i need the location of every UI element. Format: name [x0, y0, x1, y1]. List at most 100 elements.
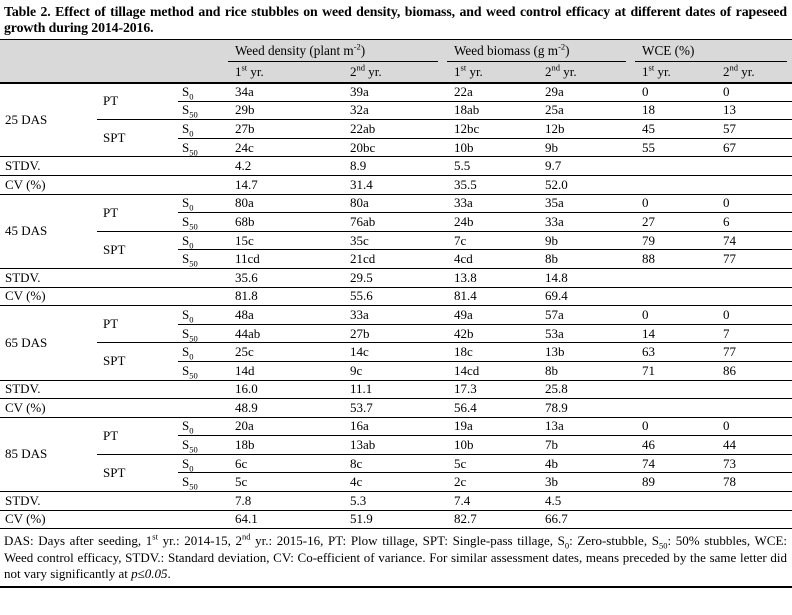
stubble-cell: S0	[178, 305, 228, 325]
value-cell: 6	[716, 212, 792, 232]
stdv-value: 13.8	[447, 268, 539, 288]
year-header-row: 1st yr. 2nd yr. 1st yr. 2nd yr. 1st yr. …	[0, 61, 792, 84]
value-cell: 77	[716, 249, 792, 269]
stubble-cell: S50	[178, 435, 228, 455]
col-header-density-yr2: 2nd yr.	[343, 61, 448, 84]
stubble-cell: S50	[178, 472, 228, 493]
value-cell: 6c	[228, 454, 343, 474]
value-cell: 5c	[447, 454, 539, 474]
value-cell: 33a	[538, 212, 636, 232]
tillage-cell: PT	[97, 194, 178, 232]
stdv-row: STDV. 35.6 29.5 13.8 14.8	[0, 268, 792, 288]
value-cell: 18	[635, 101, 717, 121]
cv-value: 52.0	[538, 175, 636, 195]
value-cell: 18c	[447, 342, 539, 362]
tillage-cell: PT	[97, 417, 178, 455]
value-cell: 53a	[538, 324, 636, 344]
treatment-row: 65 DAS PT S0 48a 33a 49a 57a 0 0	[0, 305, 792, 381]
cv-label: CV (%)	[0, 398, 228, 418]
value-cell: 80a	[228, 194, 343, 214]
value-cell: 18ab	[447, 101, 539, 121]
value-cell: 7b	[538, 435, 636, 455]
data-table: Weed density (plant m-2) Weed biomass (g…	[0, 39, 792, 530]
value-cell: 0	[635, 305, 717, 325]
value-cell: 7	[716, 324, 792, 344]
treatment-row: SPT S0 15c 35c 7c 9b 79 74	[0, 231, 792, 269]
value-cell: 18b	[228, 435, 343, 455]
value-cell: 44ab	[228, 324, 343, 344]
empty-cell	[716, 175, 792, 195]
value-cell: 0	[716, 417, 792, 437]
empty-cell	[635, 380, 717, 400]
value-cell: 0	[716, 82, 792, 102]
cv-label: CV (%)	[0, 175, 228, 195]
value-cell: 27	[635, 212, 717, 232]
header-spacer	[0, 61, 228, 84]
value-cell: 0	[635, 194, 717, 214]
empty-cell	[716, 268, 792, 288]
stdv-value: 7.4	[447, 491, 539, 511]
cv-value: 51.9	[343, 510, 448, 530]
value-cell: 13	[716, 101, 792, 121]
cv-row: CV (%) 14.7 31.4 35.5 52.0	[0, 175, 792, 195]
stubble-cell: S0	[178, 231, 228, 251]
value-cell: 44	[716, 435, 792, 455]
value-cell: 86	[716, 361, 792, 381]
value-cell: 25a	[538, 101, 636, 121]
cv-row: CV (%) 81.8 55.6 81.4 69.4	[0, 287, 792, 307]
tillage-cell: PT	[97, 305, 178, 344]
table-body: 25 DAS PT S0 34a 39a 22a 29a 0 0 S50 29b 32a 18ab 25a…	[0, 82, 792, 530]
cv-value: 66.7	[538, 510, 636, 530]
value-cell: 27b	[343, 324, 448, 344]
empty-cell	[716, 398, 792, 418]
empty-cell	[635, 268, 717, 288]
value-cell: 16a	[343, 417, 448, 437]
value-cell: 33a	[447, 194, 539, 214]
stubble-cell: S50	[178, 101, 228, 121]
value-cell: 10b	[447, 138, 539, 158]
col-group-wce: WCE (%)	[635, 39, 792, 62]
value-cell: 24b	[447, 212, 539, 232]
tillage-cell: SPT	[97, 119, 178, 158]
value-cell: 35a	[538, 194, 636, 214]
stdv-row: STDV. 16.0 11.1 17.3 25.8	[0, 380, 792, 400]
value-cell: 71	[635, 361, 717, 381]
value-cell: 74	[716, 231, 792, 251]
value-cell: 57	[716, 119, 792, 139]
value-cell: 77	[716, 342, 792, 362]
value-cell: 76ab	[343, 212, 448, 232]
value-cell: 9b	[538, 138, 636, 158]
stdv-value: 5.5	[447, 156, 539, 176]
value-cell: 34a	[228, 82, 343, 102]
tillage-cell: SPT	[97, 231, 178, 269]
treatment-row: SPT S0 27b 22ab 12bc 12b 45 57	[0, 119, 792, 158]
value-cell: 10b	[447, 435, 539, 455]
stdv-value: 11.1	[343, 380, 448, 400]
treatment-row: S50 44ab 27b 42b 53a 14 7	[0, 324, 792, 344]
cv-value: 56.4	[447, 398, 539, 418]
col-group-weed-biomass: Weed biomass (g m-2)	[447, 39, 636, 62]
value-cell: 15c	[228, 231, 343, 251]
stubble-cell: S50	[178, 138, 228, 158]
value-cell: 5c	[228, 472, 343, 493]
value-cell: 27b	[228, 119, 343, 139]
empty-cell	[635, 156, 717, 176]
cv-value: 64.1	[228, 510, 343, 530]
value-cell: 73	[716, 454, 792, 474]
value-cell: 0	[635, 82, 717, 102]
stubble-cell: S0	[178, 119, 228, 139]
col-header-biomass-yr2: 2nd yr.	[538, 61, 636, 84]
footnote-text: DAS: Days after seeding, 1st yr.: 2014-1…	[4, 531, 788, 582]
stdv-value: 8.9	[343, 156, 448, 176]
cv-value: 69.4	[538, 287, 636, 307]
stdv-label: STDV.	[0, 380, 228, 400]
stdv-row: STDV. 7.8 5.3 7.4 4.5	[0, 491, 792, 511]
stdv-row: STDV. 4.2 8.9 5.5 9.7	[0, 156, 792, 176]
empty-cell	[635, 175, 717, 195]
treatment-row: 25 DAS PT S0 34a 39a 22a 29a 0 0	[0, 82, 792, 158]
stdv-label: STDV.	[0, 268, 228, 288]
value-cell: 89	[635, 472, 717, 493]
cv-value: 55.6	[343, 287, 448, 307]
value-cell: 13ab	[343, 435, 448, 455]
value-cell: 46	[635, 435, 717, 455]
